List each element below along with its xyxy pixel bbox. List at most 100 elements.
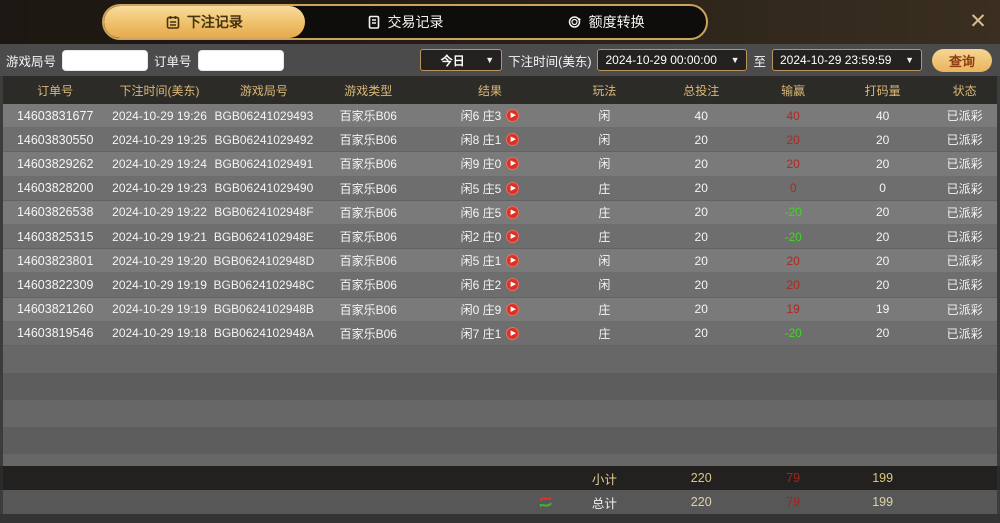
cell-order-no: 14603822309 — [16, 277, 94, 292]
close-icon[interactable]: ✕ — [969, 10, 987, 33]
start-time-select[interactable]: 2024-10-29 00:00:00 ▼ — [597, 49, 748, 71]
total-row: 总计 220 79 199 — [0, 490, 1000, 514]
cell-turnover: 40 — [875, 108, 890, 123]
game-round-input[interactable] — [62, 49, 149, 71]
cell-status: 已派彩 — [946, 109, 983, 124]
bottom-strip — [0, 514, 1000, 523]
tab-group: 下注记录 交易记录 额度转换 — [102, 4, 708, 40]
cell-game-round: BGB06241029493 — [214, 108, 314, 123]
cell-win-loss: 40 — [786, 108, 800, 123]
cell-game-type: 百家乐B06 — [339, 109, 397, 124]
tab-label: 额度转换 — [588, 14, 645, 30]
cell-game-round: BGB0624102948B — [213, 302, 314, 317]
cell-play-type: 庄 — [598, 205, 611, 220]
table-header: 订单号 下注时间(美东) 游戏局号 游戏类型 结果 玩法 总投注 输赢 打码量 … — [0, 76, 1000, 104]
cell-win-loss: -20 — [784, 229, 802, 244]
subtotal-win-loss: 79 — [786, 471, 801, 485]
cell-play-type: 闲 — [598, 254, 611, 269]
play-video-icon[interactable]: ▶ — [506, 205, 520, 219]
table-row: 14603828200 2024-10-29 19:23 BGB06241029… — [3, 176, 997, 201]
total-blank — [3, 490, 107, 514]
refresh-icon[interactable] — [537, 495, 554, 509]
subtotal-blank — [107, 466, 211, 490]
header-order-no: 订单号 — [37, 83, 74, 98]
cell-win-loss: 20 — [786, 253, 800, 268]
total-refresh-cell — [420, 490, 559, 514]
cell-game-round: BGB0624102948D — [213, 253, 315, 268]
total-turnover: 199 — [872, 495, 894, 509]
result-text: 闲6 庄3 — [460, 109, 502, 124]
cell-game-round: BGB0624102948F — [214, 205, 314, 220]
cell-win-loss: 20 — [786, 156, 800, 171]
total-total-bet: 220 — [690, 495, 712, 509]
order-no-label: 订单号 — [154, 54, 192, 69]
result-text: 闲6 庄2 — [460, 278, 502, 293]
cell-total-bet: 20 — [694, 302, 708, 317]
subtotal-blank — [932, 466, 997, 490]
cell-play-type: 闲 — [598, 133, 611, 148]
play-video-icon[interactable]: ▶ — [506, 181, 520, 195]
cell-turnover: 20 — [875, 156, 890, 171]
cell-result: 闲7 庄1 ▶ — [420, 322, 559, 345]
play-video-icon[interactable]: ▶ — [506, 326, 520, 340]
cell-play-type: 闲 — [598, 109, 611, 124]
cell-play-type: 庄 — [598, 230, 611, 245]
cell-play-type: 庄 — [598, 302, 611, 317]
cell-status: 已派彩 — [946, 254, 983, 269]
play-video-icon[interactable]: ▶ — [506, 254, 520, 268]
cell-bet-time: 2024-10-29 19:18 — [112, 326, 207, 341]
table-row: 14603821260 2024-10-29 19:19 BGB06241029… — [3, 297, 997, 322]
top-tab-bar: 下注记录 交易记录 额度转换 ✕ — [0, 0, 1000, 44]
order-no-input[interactable] — [197, 49, 284, 71]
cell-order-no: 14603831677 — [16, 108, 94, 123]
cell-win-loss: -20 — [784, 326, 802, 341]
bet-time-label: 下注时间(美东) — [508, 54, 592, 69]
tab-credit-transfer[interactable]: 额度转换 — [505, 6, 706, 38]
tab-bet-records[interactable]: 下注记录 — [104, 6, 305, 38]
cell-total-bet: 20 — [694, 229, 708, 244]
date-range-select[interactable]: 今日 ▼ — [420, 49, 503, 71]
play-video-icon[interactable]: ▶ — [506, 278, 520, 292]
cell-play-type: 庄 — [598, 181, 611, 196]
table-row: 14603829262 2024-10-29 19:24 BGB06241029… — [3, 152, 997, 177]
play-video-icon[interactable]: ▶ — [506, 302, 520, 316]
cell-order-no: 14603830550 — [16, 132, 94, 147]
table-body: 14603831677 2024-10-29 19:26 BGB06241029… — [0, 104, 1000, 346]
play-video-icon[interactable]: ▶ — [506, 109, 520, 123]
cell-game-type: 百家乐B06 — [339, 205, 397, 220]
cell-total-bet: 20 — [694, 181, 708, 196]
subtotal-total-bet: 220 — [690, 471, 712, 485]
cell-order-no: 14603829262 — [16, 156, 94, 171]
play-video-icon[interactable]: ▶ — [506, 230, 520, 244]
query-button[interactable]: 查询 — [932, 48, 992, 72]
cell-result: 闲6 庄2 ▶ — [420, 273, 559, 296]
cell-turnover: 20 — [875, 132, 890, 147]
cell-game-round: BGB0624102948E — [213, 229, 314, 244]
cell-order-no: 14603825315 — [16, 229, 94, 244]
total-blank — [932, 490, 997, 514]
cell-order-no: 14603828200 — [16, 181, 94, 196]
cell-game-type: 百家乐B06 — [339, 278, 397, 293]
cell-status: 已派彩 — [946, 230, 983, 245]
tab-transaction-records[interactable]: 交易记录 — [305, 6, 506, 38]
cell-turnover: 20 — [875, 326, 890, 341]
cell-total-bet: 20 — [694, 326, 708, 341]
cell-result: 闲6 庄5 ▶ — [420, 201, 559, 224]
total-blank — [107, 490, 211, 514]
cell-win-loss: 19 — [786, 302, 800, 317]
empty-rows-area — [0, 346, 1000, 466]
chevron-down-icon: ▼ — [730, 55, 740, 65]
cell-bet-time: 2024-10-29 19:26 — [112, 108, 207, 123]
header-bet-time: 下注时间(美东) — [119, 83, 200, 98]
cell-status: 已派彩 — [946, 278, 983, 293]
cell-order-no: 14603823801 — [16, 253, 94, 268]
table-row: 14603823801 2024-10-29 19:20 BGB06241029… — [3, 249, 997, 274]
cell-result: 闲5 庄1 ▶ — [420, 249, 559, 272]
cell-game-type: 百家乐B06 — [339, 133, 397, 148]
cell-total-bet: 20 — [694, 277, 708, 292]
play-video-icon[interactable]: ▶ — [506, 133, 520, 147]
play-video-icon[interactable]: ▶ — [506, 157, 520, 171]
result-text: 闲0 庄9 — [460, 302, 502, 317]
cell-result: 闲6 庄3 ▶ — [420, 104, 559, 127]
end-time-select[interactable]: 2024-10-29 23:59:59 ▼ — [772, 49, 922, 71]
